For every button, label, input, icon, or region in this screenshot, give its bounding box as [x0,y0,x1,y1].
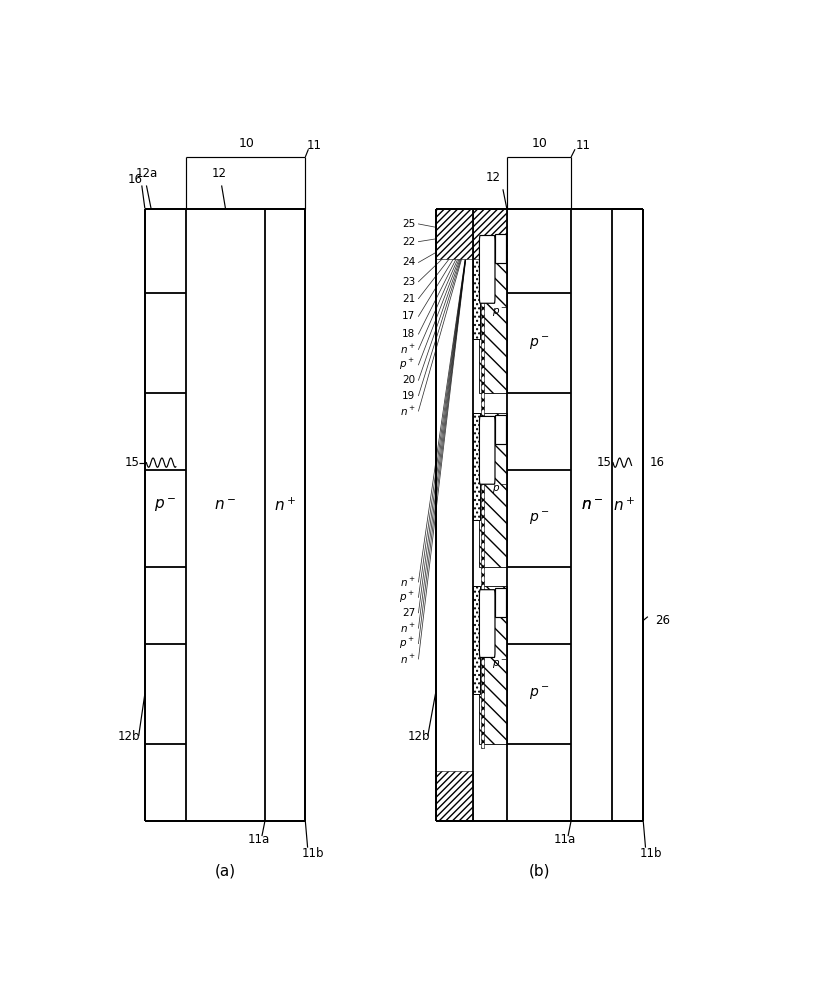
Text: (a): (a) [214,863,236,878]
Text: $n^-$: $n^-$ [581,497,603,512]
Text: 11a: 11a [248,833,270,846]
Text: 12a: 12a [135,167,158,180]
Text: 24: 24 [402,257,416,267]
Text: $n^+$: $n^+$ [613,496,635,514]
Bar [473,209,507,259]
Text: 11b: 11b [302,847,324,860]
Text: 12: 12 [485,171,501,184]
Bar [479,413,507,567]
Text: 19: 19 [402,391,416,401]
Text: 11: 11 [575,139,591,152]
Text: 18: 18 [402,329,416,339]
Bar [435,209,473,821]
Text: $n^+$: $n^+$ [399,343,416,356]
Bar [479,232,507,393]
Text: $p^-$: $p^-$ [528,335,549,352]
Text: $p^-$: $p^-$ [492,483,508,496]
Text: 15: 15 [125,456,140,469]
Text: $n^+$: $n^+$ [399,652,416,666]
Text: 12b: 12b [407,730,429,742]
Bar [479,586,507,744]
Text: 26: 26 [655,614,670,627]
Bar [495,415,506,444]
Text: $n^-$: $n^-$ [581,497,603,512]
Text: $n^+$: $n^+$ [399,575,416,589]
Text: $p^+$: $p^+$ [399,357,416,372]
Bar [612,209,643,821]
Text: $n^+$: $n^+$ [274,496,296,514]
Text: $p^+$: $p^+$ [480,616,495,631]
Text: 11: 11 [307,139,322,152]
Bar [435,209,643,821]
Text: 10: 10 [239,137,254,150]
Text: 20: 20 [402,375,416,385]
Text: $p^-$: $p^-$ [492,306,508,319]
Text: $p^-$: $p^-$ [155,496,177,514]
FancyBboxPatch shape [479,235,495,303]
Bar [495,588,506,617]
FancyBboxPatch shape [479,590,495,657]
Bar [474,413,480,520]
Text: 12: 12 [212,167,227,180]
Text: $n^+$: $n^+$ [399,405,416,418]
Text: 23: 23 [402,277,416,287]
Bar [474,586,480,694]
Text: 22: 22 [402,237,416,247]
FancyBboxPatch shape [479,416,495,484]
Text: 15: 15 [596,456,611,469]
Text: $p^+$: $p^+$ [399,636,416,651]
Bar [474,232,480,339]
Text: $p^-$: $p^-$ [528,685,549,702]
Bar [435,771,473,821]
Bar [145,209,305,821]
Text: $p^+$: $p^+$ [480,443,495,458]
Text: 12b: 12b [118,730,141,742]
Text: 27: 27 [402,608,416,618]
Bar [495,234,506,263]
Bar [435,209,473,259]
Text: 10: 10 [532,137,547,150]
Text: 16: 16 [649,456,664,469]
Text: 16: 16 [128,173,143,186]
Text: 21: 21 [402,294,416,304]
Text: $n^-$: $n^-$ [214,497,236,512]
Text: (b): (b) [528,863,550,878]
Text: 11a: 11a [554,833,576,846]
Text: 11b: 11b [640,847,663,860]
Text: 25: 25 [402,219,416,229]
Text: $p^-$: $p^-$ [492,658,508,671]
Bar [481,232,484,748]
Text: $n^+$: $n^+$ [399,622,416,635]
Text: 17: 17 [402,311,416,321]
Text: $p^+$: $p^+$ [399,590,416,605]
Text: $p^+$: $p^+$ [480,262,495,277]
Text: $p^-$: $p^-$ [528,510,549,527]
